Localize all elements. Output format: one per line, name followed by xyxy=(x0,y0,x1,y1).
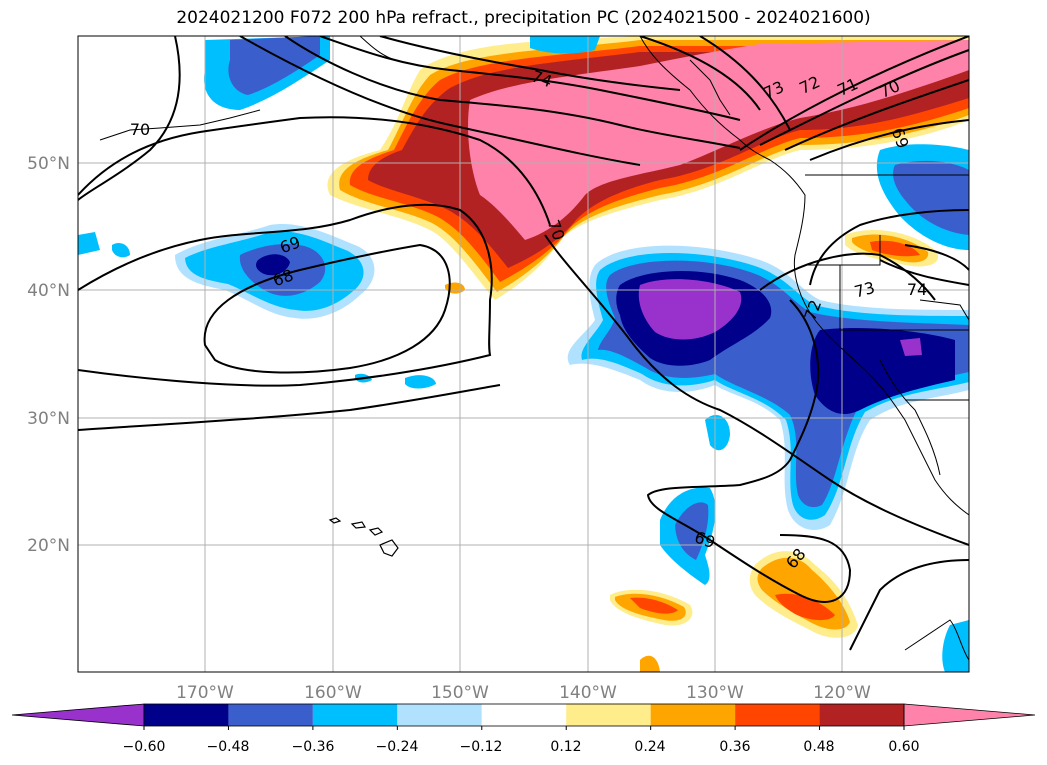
mexico-coast-south xyxy=(904,619,969,661)
contour-label: 70 xyxy=(130,120,150,139)
contour-label: 74 xyxy=(907,280,927,299)
desert-border xyxy=(919,299,969,321)
refractivity-contours xyxy=(78,36,969,651)
north-america-west-coast xyxy=(639,36,969,516)
colorbar-tick-label: −0.48 xyxy=(207,739,250,755)
aleutian-islands xyxy=(99,109,261,141)
colorbar-segment xyxy=(903,703,1036,727)
colorbar-segment xyxy=(11,703,145,727)
latitude-label: 50°N xyxy=(27,154,70,174)
contour-73-east xyxy=(904,244,969,271)
colorbar-tick-label: −0.24 xyxy=(376,739,419,755)
longitude-label: 120°W xyxy=(813,683,871,703)
colorbar-tick-label: 0.24 xyxy=(634,739,665,755)
shade-neg-22 xyxy=(405,375,436,389)
contour-73-south xyxy=(759,252,936,301)
contour-74-c xyxy=(639,36,761,111)
colorbar-segment xyxy=(144,704,229,726)
big-island-outline xyxy=(379,539,399,557)
contour-74-b xyxy=(379,36,681,91)
colorbar-tick-label: 0.60 xyxy=(888,739,919,755)
hawaiian-islands xyxy=(328,517,399,557)
latitude-label: 20°N xyxy=(27,536,70,556)
state-border-2 xyxy=(839,265,969,331)
contour-74-a xyxy=(319,36,741,121)
shade-neg-18 xyxy=(675,502,709,560)
map-border xyxy=(77,35,970,673)
shade-pos-12 xyxy=(640,655,660,672)
longitude-axis: 170°W 160°W 150°W 140°W 130°W 120°W xyxy=(176,683,871,703)
longitude-label: 140°W xyxy=(559,683,617,703)
contour-72-south xyxy=(646,299,852,603)
colorbar-tick-label: −0.60 xyxy=(123,739,166,755)
shade-neg-23 xyxy=(78,232,100,255)
latitude-label: 30°N xyxy=(27,409,70,429)
colorbar-segment xyxy=(228,704,313,726)
colorbar-segment xyxy=(819,704,904,726)
contour-69 xyxy=(78,203,493,387)
contour-73 xyxy=(284,36,741,149)
colorbar-tick-label: 0.12 xyxy=(550,739,581,755)
shade-pos-11 xyxy=(630,597,678,614)
shade-neg-6 xyxy=(638,279,742,340)
colorbar xyxy=(11,703,1036,730)
colorbar-tick-label: −0.36 xyxy=(292,739,335,755)
shade-pos-16 xyxy=(870,240,920,257)
shade-neg-24 xyxy=(112,243,130,258)
shade-neg-20 xyxy=(942,620,969,672)
contour-69-se xyxy=(849,559,969,651)
longitude-label: 150°W xyxy=(431,683,489,703)
contour-69-ne xyxy=(809,119,969,161)
colorbar-segment xyxy=(566,704,651,726)
colorbar-segment xyxy=(735,704,820,726)
alaska-panhandle xyxy=(689,59,731,116)
shade-neg-13 xyxy=(228,36,320,95)
latitude-label: 40°N xyxy=(27,281,70,301)
colorbar-segment xyxy=(397,704,482,726)
contour-70-south xyxy=(544,234,969,546)
longitude-label: 130°W xyxy=(686,683,744,703)
longitude-label: 170°W xyxy=(176,683,234,703)
contour-72 xyxy=(239,36,641,166)
state-border-1 xyxy=(805,235,881,266)
shade-neg-14 xyxy=(530,36,600,54)
oahu-outline xyxy=(350,521,366,529)
contour-label: 73 xyxy=(852,278,877,302)
contour-72-b xyxy=(739,36,969,151)
contour-70-nw xyxy=(78,36,181,201)
shade-neg-11 xyxy=(256,254,290,276)
shade-neg-19 xyxy=(705,415,730,451)
contour-70-ne xyxy=(784,79,969,151)
kauai-outline xyxy=(328,517,342,524)
maui-outline xyxy=(368,527,384,536)
contour-68 xyxy=(203,243,451,374)
precipitation-field xyxy=(78,36,969,672)
shade-neg-7 xyxy=(900,338,922,356)
map-title: 2024021200 F072 200 hPa refract., precip… xyxy=(176,8,871,28)
longitude-label: 160°W xyxy=(304,683,362,703)
graticule xyxy=(78,36,969,672)
colorbar-segment xyxy=(650,704,736,726)
contour-73-b xyxy=(699,36,791,131)
colorbar-tick-label: 0.48 xyxy=(803,739,834,755)
shade-pos-8 xyxy=(775,593,835,621)
latitude-axis: 50°N 40°N 30°N 20°N xyxy=(27,154,70,556)
contour-71-east xyxy=(809,209,969,286)
colorbar-tick-labels: −0.60 −0.48 −0.36 −0.24 −0.12 0.12 0.24 … xyxy=(123,739,920,755)
colorbar-frame xyxy=(143,703,905,727)
colorbar-segment xyxy=(481,704,567,726)
baja-coast xyxy=(879,359,941,476)
coastlines xyxy=(99,36,969,661)
contour-69-south xyxy=(78,384,501,431)
contour-71 xyxy=(759,49,969,146)
contour-74-south xyxy=(879,259,969,286)
colorbar-segment xyxy=(312,704,398,726)
shade-neg-16 xyxy=(893,160,969,235)
colorbar-tick-label: 0.36 xyxy=(719,739,750,755)
colorbar-tick-label: −0.12 xyxy=(460,739,503,755)
